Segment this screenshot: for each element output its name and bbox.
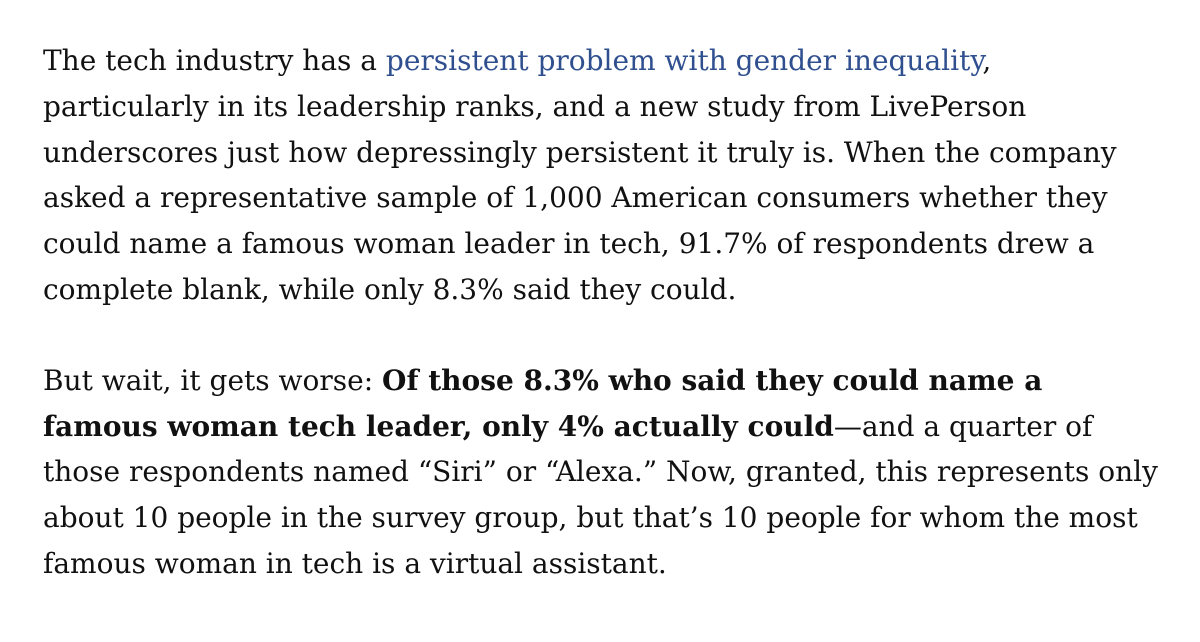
paragraph-1-intro: The tech industry has a	[43, 44, 386, 77]
gender-inequality-link[interactable]: persistent problem with gender inequalit…	[385, 44, 983, 77]
paragraph-2-body: —and a quarter of those respondents name…	[43, 409, 1158, 580]
paragraph-2-lead: But wait, it gets worse:	[43, 363, 383, 397]
paragraph-2-highlight: Of those 8.3% who said they could name a…	[43, 363, 1043, 443]
paragraph-1-body: , particularly in its leadership ranks, …	[43, 44, 1117, 306]
paragraph-1: The tech industry has a persistent probl…	[43, 38, 1163, 313]
article-body: The tech industry has a persistent probl…	[43, 38, 1163, 587]
paragraph-2: But wait, it gets worse: Of those 8.3% w…	[43, 358, 1163, 587]
